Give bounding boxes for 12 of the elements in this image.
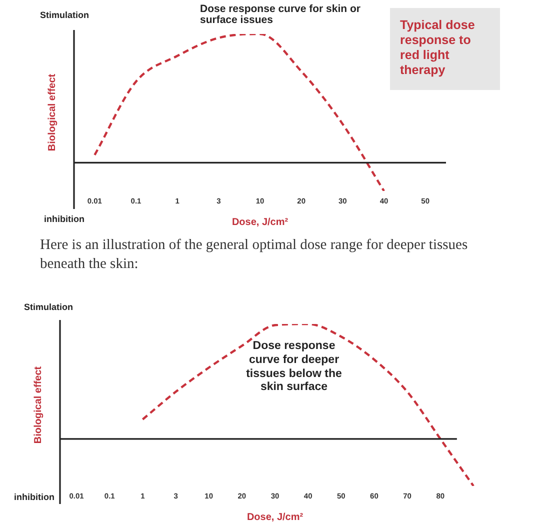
text: Stimulation: [24, 302, 73, 313]
y-axis-title: Biological effect: [46, 73, 58, 152]
x-axis-title: Dose, J/cm²: [246, 512, 304, 523]
annotation: Dose response curve for deeper tissues below the skin surface: [245, 340, 343, 396]
x-axis-title: Dose, J/cm²: [232, 216, 289, 228]
annotation: Typical dose response to red light therapy: [390, 8, 500, 90]
chart-title: Dose response curve for skin or surface issues: [200, 3, 362, 26]
chart-title: Here is an illustration of the general optimal dose range for deeper tissues beneath the skin:: [40, 236, 469, 274]
y-axis-title: Biological effect: [32, 366, 44, 444]
text: Stimulation: [40, 10, 89, 21]
text: inhibition: [44, 214, 84, 225]
text: inhibition: [14, 492, 54, 503]
